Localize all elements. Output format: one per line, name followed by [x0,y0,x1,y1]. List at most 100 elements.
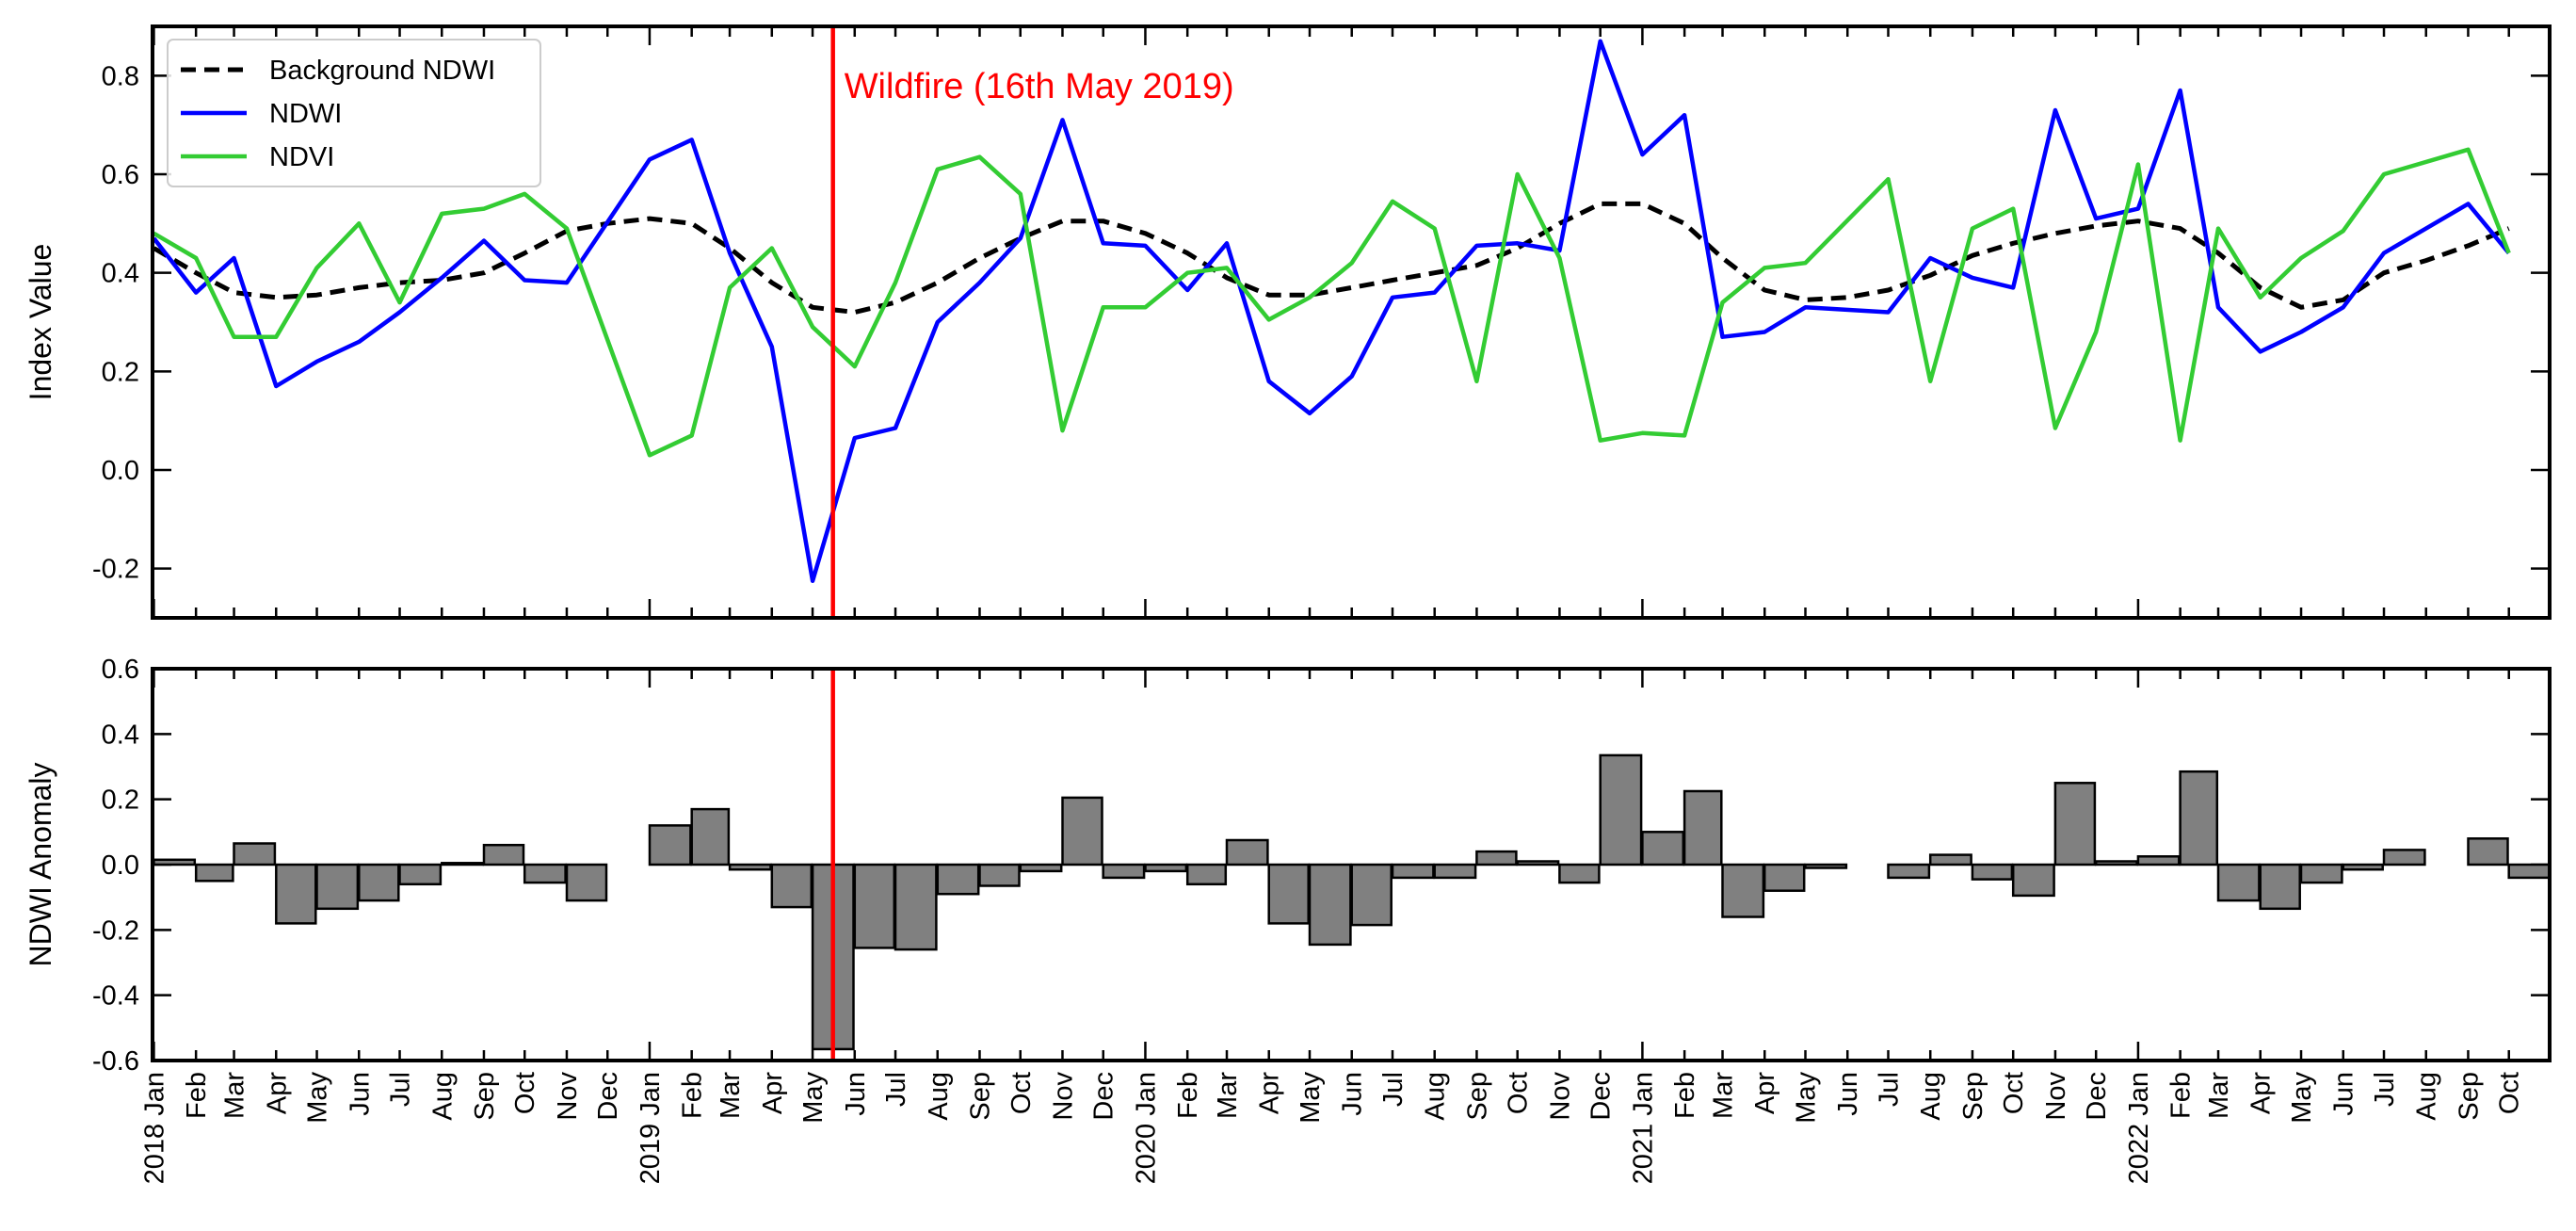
x-tick-label: Mar [220,1072,250,1119]
x-tick-label: 2019 Jan [636,1072,666,1184]
x-tick-label: Aug [1916,1072,1946,1121]
top-ytick-label: 0.2 [102,357,139,387]
anomaly-bar [1433,863,1477,880]
bottom-y-axis-label: NDWI Anomaly [24,763,57,967]
x-tick-label: Oct [1006,1072,1037,1114]
anomaly-bar [1516,860,1560,867]
anomaly-bar [275,863,317,925]
x-tick-label: Mar [716,1072,746,1119]
x-tick-label: Aug [924,1072,954,1121]
anomaly-bar [233,842,277,867]
background-ndwi-line [153,201,2510,315]
x-tick-label: Sep [1462,1072,1492,1121]
x-tick-label: Sep [966,1072,996,1121]
x-tick-label: May [1296,1072,1326,1124]
x-tick-label: Apr [1255,1072,1285,1114]
x-tick-label: Mar [1709,1072,1739,1119]
legend-label-ndwi-line: NDWI [269,99,342,129]
anomaly-bar [1185,863,1228,886]
x-tick-label: Jul [1875,1072,1905,1107]
anomaly-bar [1928,853,1972,867]
anomaly-bar [1971,863,2014,881]
anomaly-bar [728,863,772,871]
anomaly-bar [1308,863,1352,947]
anomaly-bar [2382,849,2426,867]
bottom-ytick-label: 0.0 [102,850,139,881]
x-tick-label: Feb [1173,1072,1203,1119]
legend-box [167,39,541,187]
x-tick-label: Jul [881,1072,911,1107]
anomaly-bar [153,858,197,867]
top-ytick-label: -0.2 [92,555,139,585]
legend-label-ndvi-line: NDVI [269,142,334,172]
x-tick-label: Jul [2370,1072,2400,1107]
x-tick-label: Nov [2041,1072,2071,1121]
x-tick-label: Apr [2246,1072,2277,1114]
top-ytick-label: 0.6 [102,160,139,190]
anomaly-bar [1391,863,1435,880]
x-tick-label: Oct [1999,1072,2029,1114]
x-tick-label: Jun [2329,1072,2359,1116]
anomaly-bar [2507,863,2552,880]
x-tick-label: Aug [2412,1072,2442,1121]
legend-label-background-ndwi-line: Background NDWI [269,56,495,86]
x-tick-label: Dec [1089,1072,1119,1121]
x-tick-label: May [2287,1072,2317,1124]
anomaly-bar [936,863,980,896]
x-tick-label: Mar [2204,1072,2234,1119]
anomaly-bar [770,863,813,909]
x-tick-label: Feb [678,1072,708,1119]
anomaly-bar [194,863,234,883]
anomaly-bar [2216,863,2261,902]
anomaly-bar [358,863,400,902]
x-tick-label: Aug [427,1072,458,1121]
anomaly-bar [1019,863,1063,873]
ndvi-line [153,147,2511,458]
top-y-axis-label: Index Value [24,244,57,401]
anomaly-bar [853,863,896,949]
x-tick-label: Jun [345,1072,375,1116]
anomaly-bar [2053,782,2097,867]
x-tick-label: Oct [1504,1072,1534,1114]
anomaly-bar [1641,831,1685,867]
anomaly-bar [2136,855,2181,867]
legend: Background NDWI NDWI NDVI [167,39,541,187]
anomaly-bar [1225,838,1269,867]
top-ytick-label: 0.0 [102,456,139,486]
x-tick-label: Jul [386,1072,416,1107]
x-tick-label: Mar [1213,1072,1243,1119]
x-tick-label: Feb [2166,1072,2197,1119]
anomaly-bar [1804,863,1848,869]
x-tick-label: Feb [182,1072,212,1119]
x-axis-labels: 2018 Jan Feb Mar Apr May Jun Jul Aug Sep Oct Nov De… [139,1072,2524,1185]
x-tick-label: 2022 Jan [2124,1072,2154,1184]
anomaly-bar [2467,837,2509,867]
x-tick-label: 2021 Jan [1628,1072,1658,1184]
x-tick-label: Apr [262,1072,292,1114]
x-tick-label: Dec [593,1072,623,1121]
anomaly-bar [1763,863,1806,892]
bottom-ytick-label: 0.2 [102,786,139,816]
x-tick-label: May [303,1072,333,1124]
anomaly-bar [1144,863,1188,873]
x-tick-label: Dec [1586,1072,1617,1121]
x-tick-label: Jun [1338,1072,1368,1116]
x-tick-label: Apr [1750,1072,1780,1114]
anomaly-bar [1682,789,1723,867]
x-tick-label: Sep [2455,1072,2485,1121]
x-tick-label: Sep [1958,1072,1988,1121]
x-tick-label: Oct [510,1072,540,1114]
x-tick-label: Jul [1378,1072,1409,1107]
x-tick-label: May [798,1072,829,1124]
x-tick-label: Nov [1049,1072,1079,1121]
x-tick-label: Jun [1833,1072,1863,1116]
anomaly-bar [1887,863,1931,880]
anomaly-bar [2179,769,2219,867]
x-tick-label: Nov [1545,1072,1575,1121]
x-tick-label: Oct [2495,1072,2525,1114]
anomaly-bar [2094,860,2138,867]
anomaly-bar [894,863,938,951]
anomaly-bar [441,862,484,867]
anomaly-bar [1599,753,1643,867]
